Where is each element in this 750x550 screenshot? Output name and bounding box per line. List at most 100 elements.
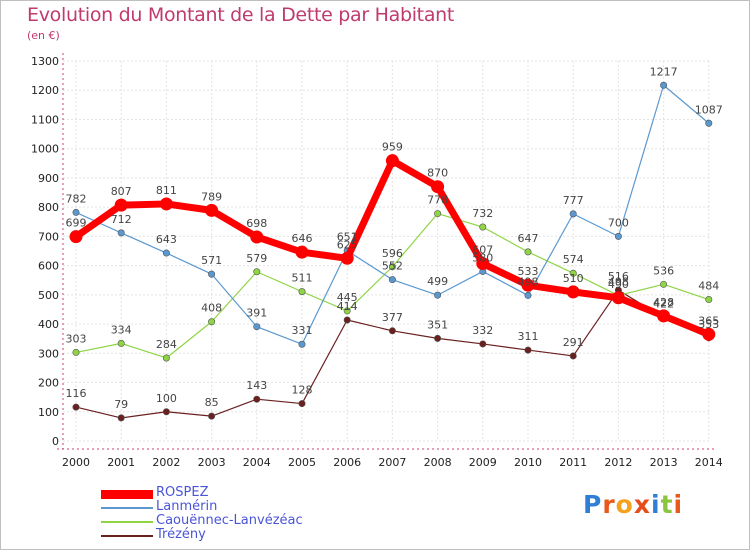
data-label: 646 bbox=[292, 232, 313, 245]
data-point bbox=[69, 230, 83, 244]
y-tick-label: 600 bbox=[38, 260, 59, 273]
x-tick-label: 2004 bbox=[243, 456, 271, 469]
data-point bbox=[434, 210, 442, 218]
data-point bbox=[117, 339, 125, 347]
data-point bbox=[72, 208, 80, 216]
data-point bbox=[479, 223, 487, 231]
data-label: 778 bbox=[427, 194, 448, 207]
logo-letter: t bbox=[660, 490, 674, 519]
data-point bbox=[205, 203, 219, 217]
data-label: 414 bbox=[337, 300, 358, 313]
legend-label: Lanmérin bbox=[156, 499, 218, 514]
data-label: 484 bbox=[698, 280, 719, 293]
data-point bbox=[524, 291, 532, 299]
data-label: 625 bbox=[337, 238, 358, 251]
data-label: 870 bbox=[427, 167, 448, 180]
y-tick-label: 1200 bbox=[31, 84, 59, 97]
data-label: 143 bbox=[246, 379, 267, 392]
data-point bbox=[569, 210, 577, 218]
data-label: 408 bbox=[201, 302, 222, 315]
data-label: 712 bbox=[111, 213, 132, 226]
legend-swatch bbox=[101, 521, 153, 523]
data-label: 700 bbox=[608, 216, 629, 229]
data-point bbox=[566, 285, 580, 299]
data-label: 782 bbox=[66, 192, 87, 205]
data-label: 1087 bbox=[695, 103, 723, 116]
data-point bbox=[431, 180, 445, 194]
legend-label: Caouënnec-Lanvézéac bbox=[156, 513, 303, 528]
data-label: 311 bbox=[518, 330, 539, 343]
data-label: 579 bbox=[246, 252, 267, 265]
y-tick-label: 500 bbox=[38, 289, 59, 302]
data-point bbox=[385, 154, 399, 168]
data-label: 1217 bbox=[650, 65, 678, 78]
x-tick-label: 2003 bbox=[198, 456, 226, 469]
y-tick-label: 800 bbox=[38, 201, 59, 214]
data-point bbox=[162, 249, 170, 257]
data-point bbox=[117, 414, 125, 422]
data-label: 332 bbox=[472, 324, 493, 337]
x-tick-label: 2014 bbox=[695, 456, 723, 469]
data-label: 334 bbox=[111, 323, 132, 336]
data-point bbox=[702, 327, 716, 341]
data-label: 647 bbox=[518, 232, 539, 245]
data-point bbox=[208, 412, 216, 420]
data-label: 574 bbox=[563, 253, 584, 266]
y-tick-label: 900 bbox=[38, 172, 59, 185]
chart-unit: (en €) bbox=[27, 29, 60, 42]
data-label: 511 bbox=[292, 272, 313, 285]
data-label: 811 bbox=[156, 184, 177, 197]
x-tick-label: 2007 bbox=[378, 456, 406, 469]
data-point bbox=[159, 197, 173, 211]
data-point bbox=[479, 340, 487, 348]
y-tick-label: 1000 bbox=[31, 143, 59, 156]
data-point bbox=[660, 81, 668, 89]
data-label: 116 bbox=[66, 387, 87, 400]
data-point bbox=[521, 278, 535, 292]
data-point bbox=[340, 251, 354, 265]
data-label: 331 bbox=[292, 324, 313, 337]
data-label: 533 bbox=[518, 265, 539, 278]
data-point bbox=[114, 198, 128, 212]
data-point bbox=[72, 348, 80, 356]
x-tick-label: 2013 bbox=[650, 456, 678, 469]
x-tick-label: 2010 bbox=[514, 456, 542, 469]
data-label: 79 bbox=[114, 398, 128, 411]
data-label: 580 bbox=[472, 251, 493, 264]
legend-swatch bbox=[101, 489, 153, 499]
x-tick-label: 2011 bbox=[559, 456, 587, 469]
data-label: 391 bbox=[246, 307, 267, 320]
y-tick-label: 200 bbox=[38, 377, 59, 390]
x-tick-label: 2000 bbox=[62, 456, 90, 469]
data-point bbox=[434, 291, 442, 299]
data-point bbox=[253, 395, 261, 403]
data-point bbox=[117, 229, 125, 237]
x-tick-label: 2005 bbox=[288, 456, 316, 469]
data-label: 643 bbox=[156, 233, 177, 246]
x-tick-label: 2012 bbox=[604, 456, 632, 469]
data-label: 422 bbox=[653, 298, 674, 311]
data-label: 365 bbox=[698, 314, 719, 327]
data-label: 510 bbox=[563, 272, 584, 285]
logo-letter: i bbox=[673, 490, 684, 519]
data-point bbox=[388, 263, 396, 271]
data-point bbox=[253, 323, 261, 331]
data-label: 699 bbox=[66, 217, 87, 230]
data-point bbox=[72, 403, 80, 411]
legend-item: ROSPEZ bbox=[101, 485, 401, 501]
chart-title: Evolution du Montant de la Dette par Hab… bbox=[27, 4, 455, 26]
data-label: 498 bbox=[608, 275, 629, 288]
data-label: 516 bbox=[608, 270, 629, 283]
y-tick-label: 300 bbox=[38, 347, 59, 360]
data-point bbox=[611, 291, 625, 305]
logo-letter: r bbox=[602, 490, 616, 519]
legend-item: Caouënnec-Lanvézéac bbox=[101, 513, 401, 529]
data-point bbox=[343, 316, 351, 324]
data-label: 777 bbox=[563, 194, 584, 207]
legend-item: Lanmérin bbox=[101, 499, 401, 515]
logo-letter: x bbox=[633, 490, 651, 519]
data-point bbox=[162, 354, 170, 362]
data-point bbox=[208, 318, 216, 326]
x-tick-label: 2006 bbox=[333, 456, 361, 469]
data-point bbox=[253, 268, 261, 276]
